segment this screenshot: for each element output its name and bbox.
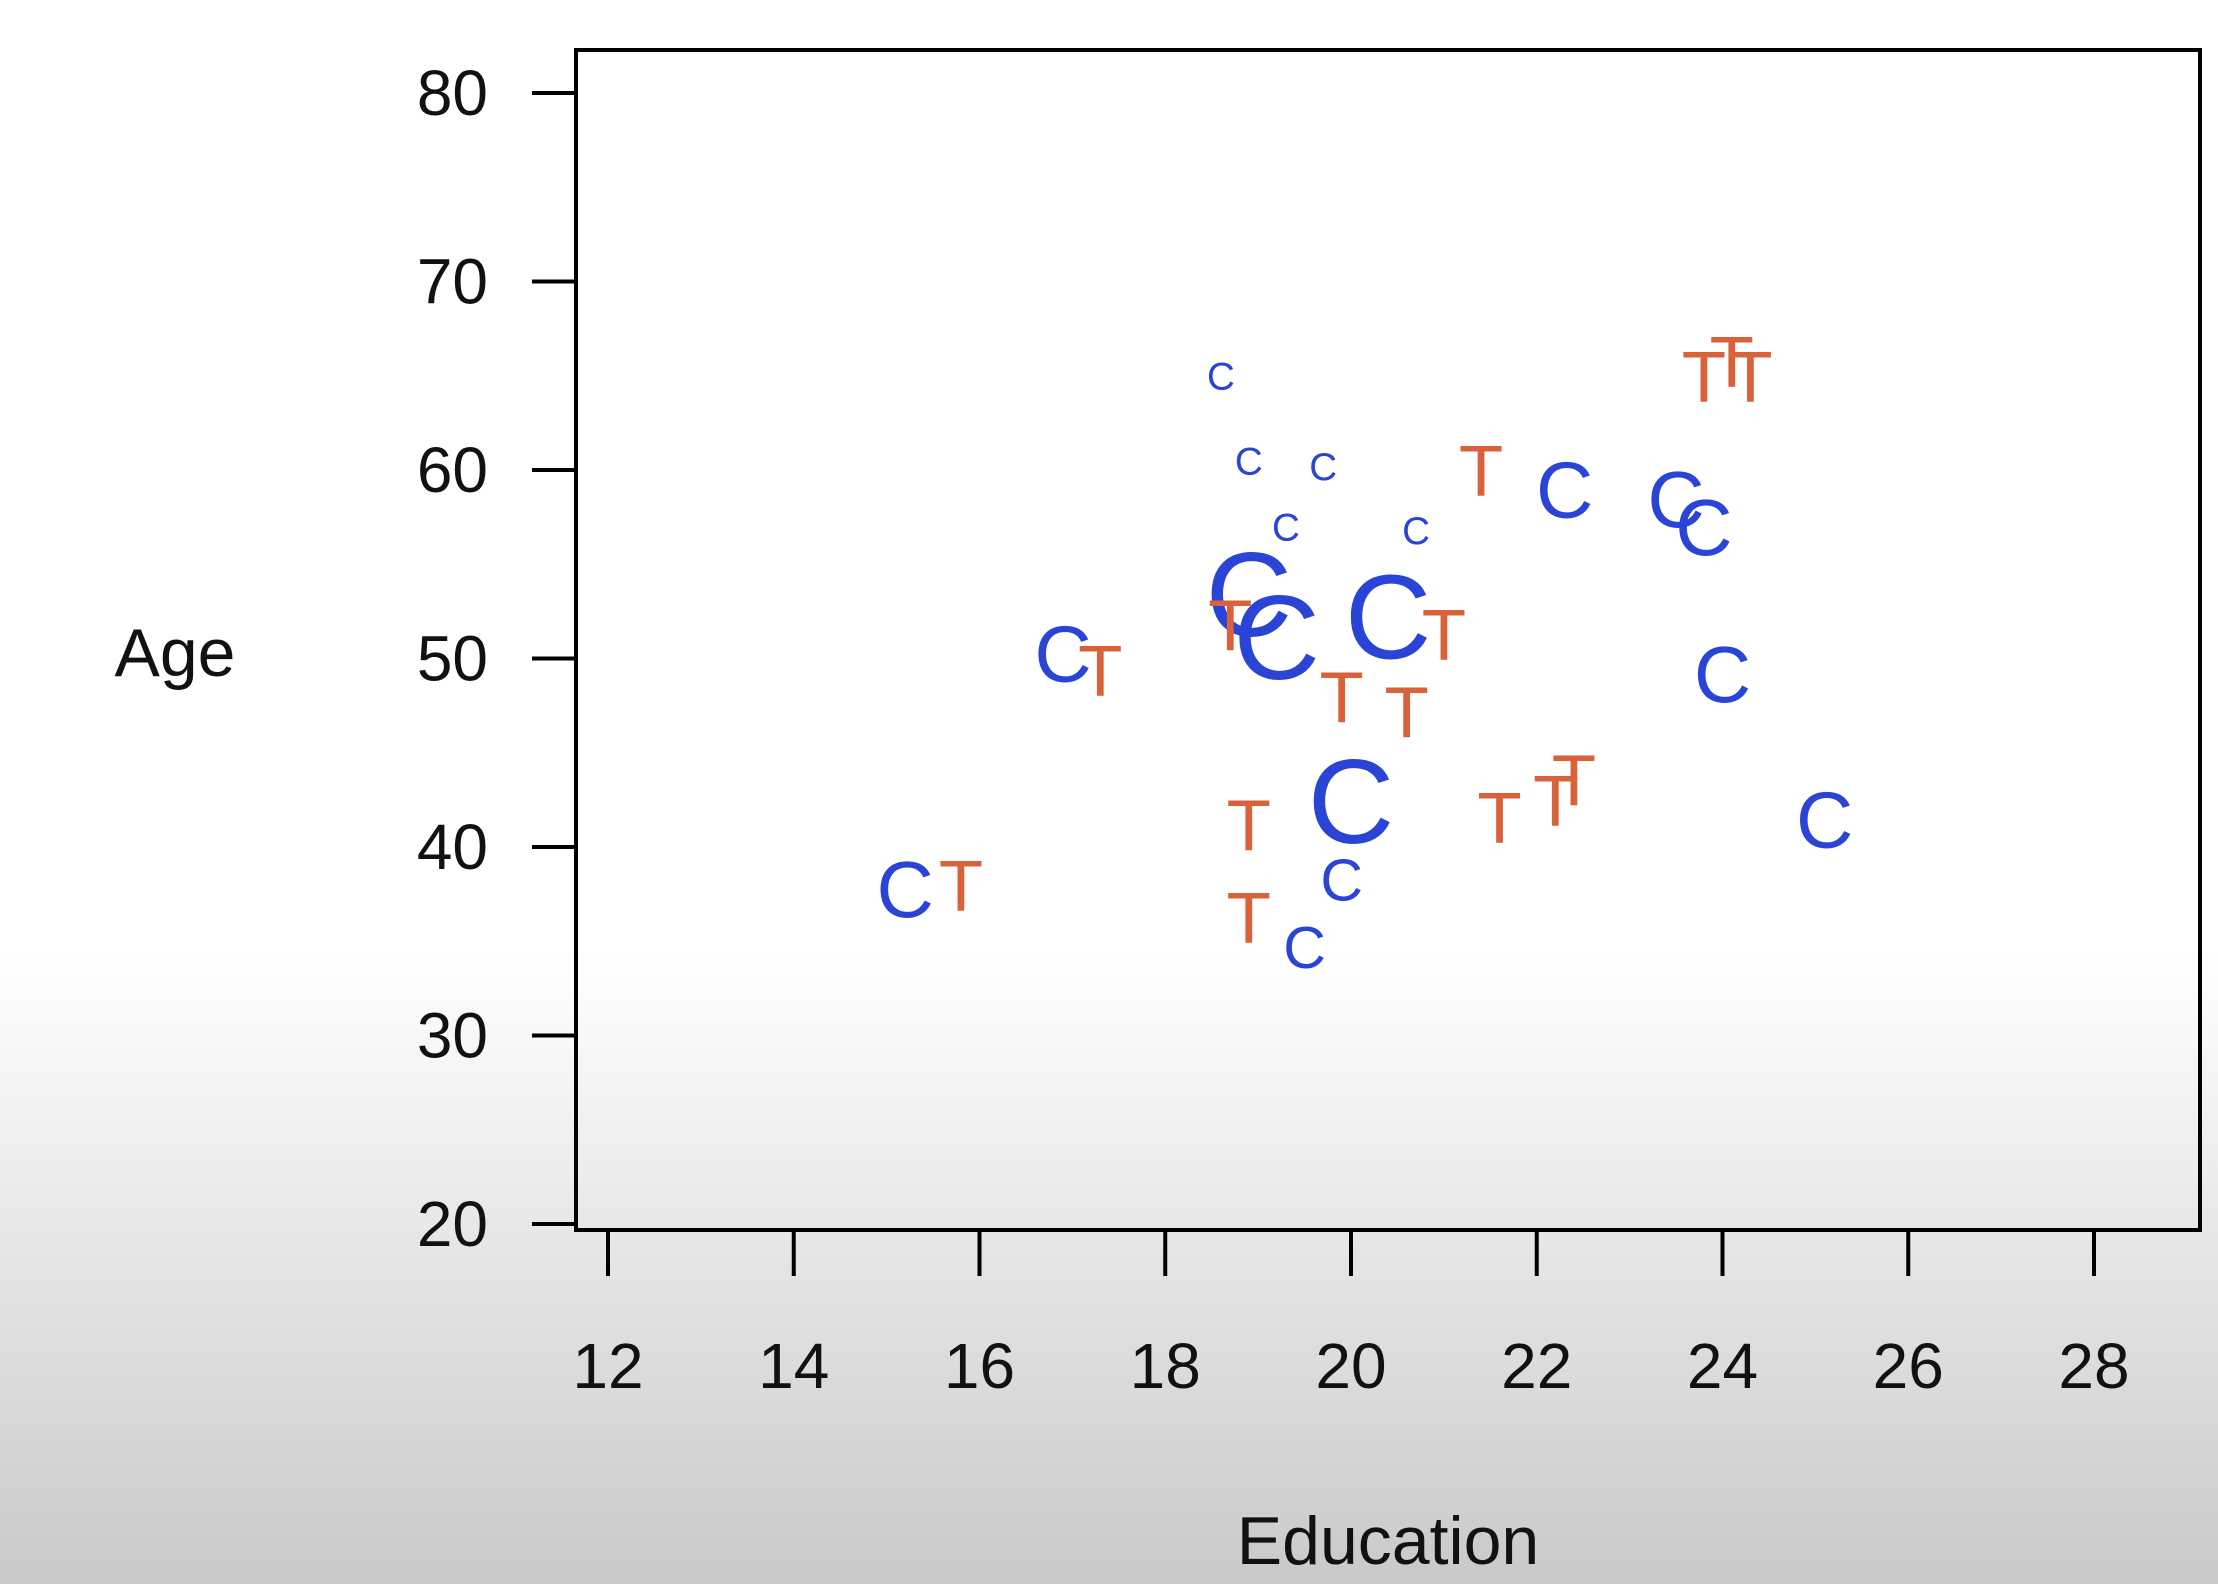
point-t: T bbox=[1728, 337, 1772, 418]
point-c: C bbox=[1345, 550, 1432, 684]
point-c: C bbox=[1233, 571, 1320, 705]
y-tick-label: 40 bbox=[417, 811, 488, 883]
y-tick-label: 70 bbox=[417, 246, 488, 318]
point-t: T bbox=[1552, 740, 1596, 821]
point-c: C bbox=[1694, 630, 1751, 719]
point-c: C bbox=[1647, 455, 1704, 544]
point-t: T bbox=[939, 846, 983, 927]
point-c: C bbox=[1309, 446, 1337, 489]
point-c: C bbox=[1207, 356, 1235, 399]
point-t: T bbox=[1320, 657, 1364, 738]
point-t: T bbox=[1227, 878, 1271, 959]
y-tick-label: 60 bbox=[417, 434, 488, 506]
x-tick-label: 26 bbox=[1873, 1330, 1944, 1402]
y-tick-label: 30 bbox=[417, 1000, 488, 1072]
x-tick-label: 16 bbox=[944, 1330, 1015, 1402]
point-c: C bbox=[1235, 440, 1263, 483]
y-tick-label: 50 bbox=[417, 623, 488, 695]
plot-frame bbox=[574, 48, 2202, 1232]
point-c: C bbox=[1402, 510, 1430, 553]
x-tick-label: 24 bbox=[1687, 1330, 1758, 1402]
point-c: C bbox=[877, 845, 934, 934]
point-t: T bbox=[1385, 672, 1429, 753]
point-t: T bbox=[1078, 631, 1122, 712]
point-c: C bbox=[1283, 915, 1326, 981]
y-axis-title: Age bbox=[115, 615, 236, 691]
point-c: C bbox=[1796, 775, 1853, 864]
x-tick-label: 28 bbox=[2058, 1330, 2129, 1402]
point-t: T bbox=[1682, 337, 1726, 418]
x-tick-label: 18 bbox=[1130, 1330, 1201, 1402]
point-c: C bbox=[1536, 445, 1593, 534]
point-c: C bbox=[1205, 528, 1292, 662]
point-t: T bbox=[1208, 586, 1252, 667]
point-t: T bbox=[1533, 761, 1577, 842]
point-t: T bbox=[1710, 322, 1754, 403]
point-c: C bbox=[1675, 483, 1732, 572]
x-axis-title: Education bbox=[1237, 1503, 1539, 1579]
point-c: C bbox=[1308, 735, 1395, 869]
point-c: C bbox=[1272, 506, 1300, 549]
y-tick-label: 80 bbox=[417, 57, 488, 129]
point-t: T bbox=[1477, 778, 1521, 859]
axes: 20 30 40 50 60 70 80 12 14 16 18 20 22 24 26 28 bbox=[417, 48, 2202, 1402]
x-tick-label: 14 bbox=[758, 1330, 829, 1402]
x-tick-label: 12 bbox=[572, 1330, 643, 1402]
point-c: C bbox=[1034, 609, 1091, 698]
point-c: C bbox=[1320, 847, 1363, 913]
point-t: T bbox=[1227, 786, 1271, 867]
x-tick-label: 20 bbox=[1315, 1330, 1386, 1402]
point-t: T bbox=[1422, 595, 1466, 676]
point-t: T bbox=[1459, 431, 1503, 512]
y-tick-label: 20 bbox=[417, 1188, 488, 1260]
x-tick-label: 22 bbox=[1501, 1330, 1572, 1402]
